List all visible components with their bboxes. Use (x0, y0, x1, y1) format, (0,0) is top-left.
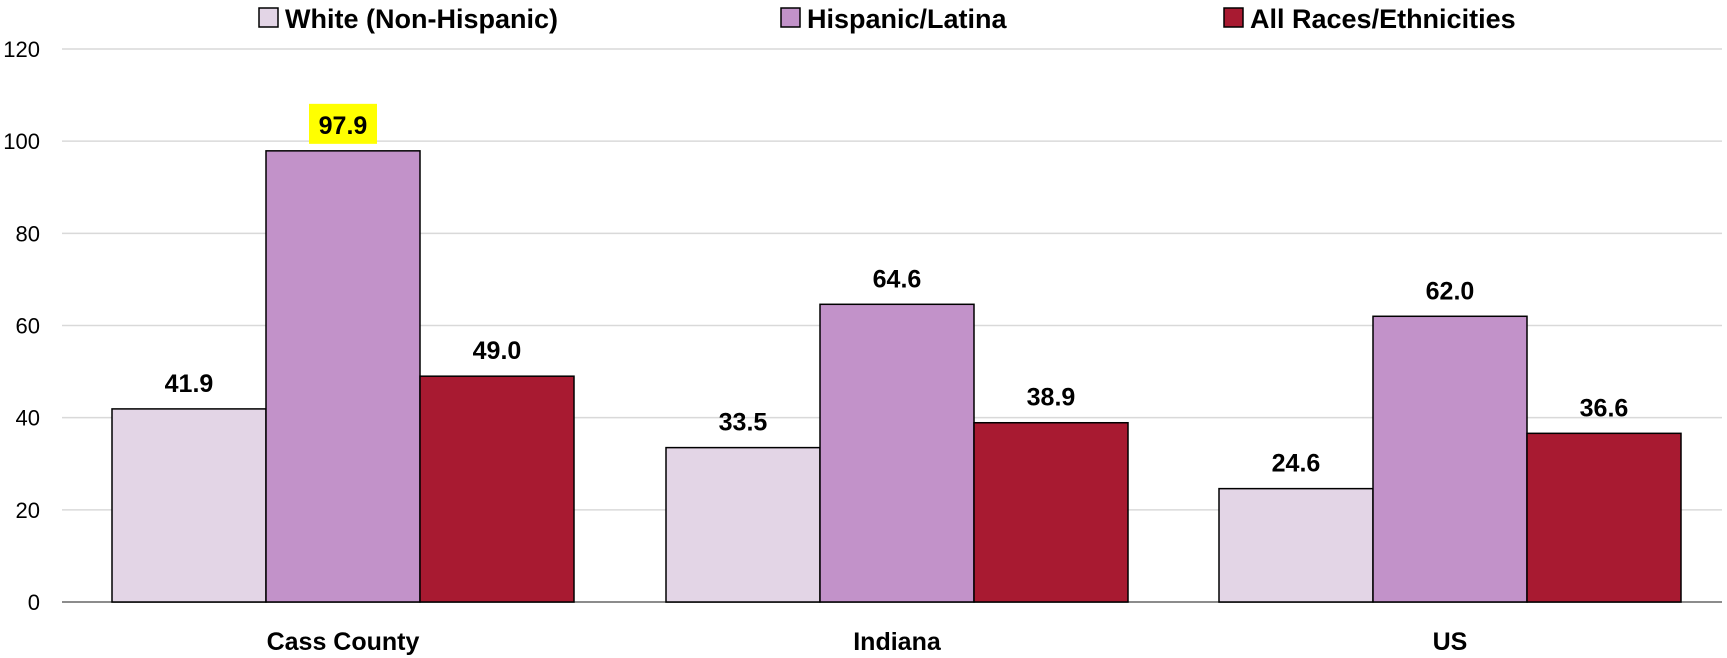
bar-hispanic-latina-cass-county (265, 150, 421, 603)
bar-white-non-hispanic-us (1218, 487, 1374, 603)
data-label: 97.9 (319, 112, 368, 140)
y-axis-ticks: 0 20 40 60 80 100 120 (3, 37, 40, 615)
data-label: 38.9 (1027, 384, 1076, 412)
y-tick-label: 100 (3, 129, 40, 154)
bar-hispanic-latina-us (1372, 315, 1528, 603)
legend: White (Non-Hispanic) Hispanic/Latina All R… (258, 4, 1516, 34)
data-label: 41.9 (165, 370, 214, 398)
bar-all-races-ethnicities-us (1526, 432, 1682, 603)
data-label: 33.5 (719, 409, 768, 437)
bar-hispanic-latina-indiana (819, 303, 975, 603)
bars (111, 150, 1682, 603)
legend-label: White (Non-Hispanic) (285, 4, 558, 34)
legend-swatch (1223, 7, 1244, 28)
legend-swatch (780, 7, 801, 28)
data-label: 24.6 (1272, 450, 1321, 478)
data-labels: 41.9 97.9 49.0 33.5 64.6 38.9 24.6 62.0 36.6 (165, 103, 1629, 478)
category-label: Cass County (267, 628, 420, 656)
y-tick-label: 40 (16, 406, 40, 431)
y-tick-label: 80 (16, 221, 40, 246)
bar-all-races-ethnicities-indiana (973, 421, 1129, 603)
bar-all-races-ethnicities-cass-county (419, 375, 575, 603)
data-label: 64.6 (873, 265, 922, 293)
y-tick-label: 60 (16, 314, 40, 339)
x-axis-categories: Cass County Indiana US (267, 628, 1468, 656)
legend-swatch (258, 7, 279, 28)
y-tick-label: 20 (16, 498, 40, 523)
data-label: 36.6 (1580, 394, 1629, 422)
data-label: 62.0 (1426, 277, 1475, 305)
data-label-highlight (309, 103, 377, 144)
category-label: US (1433, 628, 1468, 656)
y-tick-label: 0 (28, 590, 40, 615)
y-tick-label: 120 (3, 37, 40, 62)
bar-white-non-hispanic-cass-county (111, 408, 267, 603)
data-label: 49.0 (473, 337, 522, 365)
category-label: Indiana (853, 628, 942, 656)
legend-label: Hispanic/Latina (807, 4, 1008, 34)
bar-white-non-hispanic-indiana (665, 446, 821, 603)
legend-label: All Races/Ethnicities (1250, 4, 1516, 34)
